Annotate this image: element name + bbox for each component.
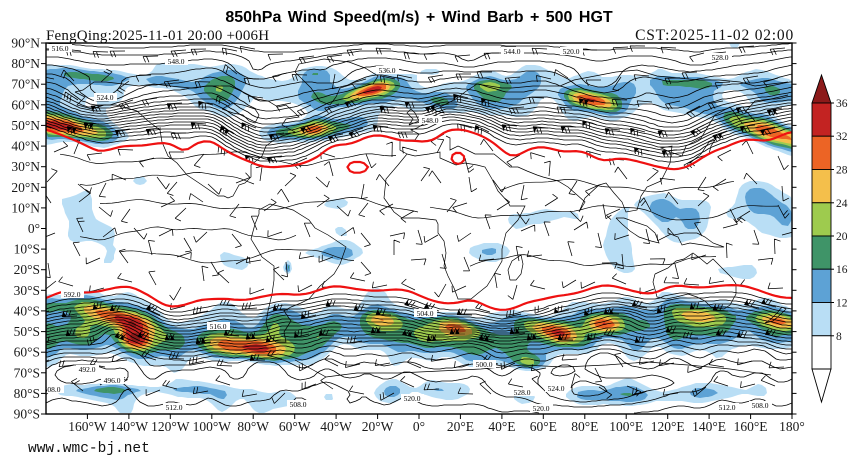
svg-text:548.0: 548.0 bbox=[422, 116, 439, 125]
svg-text:520.0: 520.0 bbox=[404, 394, 421, 403]
svg-text:40°S: 40°S bbox=[14, 303, 40, 318]
svg-text:16: 16 bbox=[836, 264, 848, 276]
svg-text:36: 36 bbox=[836, 98, 848, 110]
svg-text:492.0: 492.0 bbox=[79, 365, 96, 374]
svg-text:120°W: 120°W bbox=[151, 419, 190, 434]
svg-text:140°E: 140°E bbox=[692, 419, 726, 434]
svg-text:508.0: 508.0 bbox=[290, 400, 307, 409]
svg-text:0°: 0° bbox=[413, 419, 425, 434]
svg-text:20°N: 20°N bbox=[11, 180, 40, 195]
svg-text:548.0: 548.0 bbox=[168, 57, 185, 66]
svg-text:24: 24 bbox=[836, 198, 848, 210]
svg-text:90°S: 90°S bbox=[14, 407, 40, 422]
svg-text:40°W: 40°W bbox=[320, 419, 352, 434]
svg-text:50°S: 50°S bbox=[14, 324, 40, 339]
svg-text:40°N: 40°N bbox=[11, 139, 40, 154]
svg-text:80°E: 80°E bbox=[571, 419, 598, 434]
svg-text:60°S: 60°S bbox=[14, 345, 40, 360]
svg-text:80°W: 80°W bbox=[237, 419, 269, 434]
svg-text:40°E: 40°E bbox=[488, 419, 515, 434]
svg-text:32: 32 bbox=[836, 131, 848, 143]
svg-text:80°S: 80°S bbox=[14, 386, 40, 401]
svg-text:0°: 0° bbox=[28, 221, 40, 236]
svg-text:70°S: 70°S bbox=[14, 365, 40, 380]
svg-text:180°: 180° bbox=[779, 419, 805, 434]
svg-text:536.0: 536.0 bbox=[379, 66, 396, 75]
svg-text:70°N: 70°N bbox=[11, 77, 40, 92]
svg-text:850hPa Wind Speed(m/s) + Wind: 850hPa Wind Speed(m/s) + Wind Barb + 500… bbox=[225, 9, 613, 26]
svg-text:512.0: 512.0 bbox=[719, 403, 736, 412]
svg-text:CST:2025-11-02 02:00: CST:2025-11-02 02:00 bbox=[635, 27, 794, 44]
svg-text:20°S: 20°S bbox=[14, 262, 40, 277]
svg-text:30°S: 30°S bbox=[14, 283, 40, 298]
svg-text:592.0: 592.0 bbox=[64, 290, 81, 299]
svg-text:100°E: 100°E bbox=[609, 419, 643, 434]
svg-text:508.0: 508.0 bbox=[44, 385, 61, 394]
svg-text:28: 28 bbox=[836, 165, 848, 177]
svg-text:524.0: 524.0 bbox=[97, 93, 114, 102]
svg-text:524.0: 524.0 bbox=[548, 384, 565, 393]
svg-text:60°E: 60°E bbox=[530, 419, 557, 434]
svg-text:528.0: 528.0 bbox=[712, 53, 729, 62]
svg-text:520.0: 520.0 bbox=[533, 404, 550, 413]
svg-text:50°N: 50°N bbox=[11, 118, 40, 133]
svg-text:www.wmc-bj.net: www.wmc-bj.net bbox=[28, 441, 150, 457]
svg-text:512.0: 512.0 bbox=[166, 403, 183, 412]
svg-text:544.0: 544.0 bbox=[504, 47, 521, 56]
svg-text:90°N: 90°N bbox=[11, 36, 40, 51]
svg-text:30°N: 30°N bbox=[11, 159, 40, 174]
svg-text:516.0: 516.0 bbox=[210, 322, 227, 331]
svg-text:80°N: 80°N bbox=[11, 56, 40, 71]
svg-text:140°W: 140°W bbox=[110, 419, 149, 434]
svg-text:528.0: 528.0 bbox=[514, 388, 531, 397]
svg-text:12: 12 bbox=[836, 298, 848, 310]
svg-text:496.0: 496.0 bbox=[104, 376, 121, 385]
svg-text:508.0: 508.0 bbox=[752, 401, 769, 410]
svg-text:10°N: 10°N bbox=[11, 200, 40, 215]
svg-text:120°E: 120°E bbox=[651, 419, 685, 434]
svg-text:FengQing:2025-11-01 20:00 +006: FengQing:2025-11-01 20:00 +006H bbox=[46, 28, 269, 44]
svg-text:60°N: 60°N bbox=[11, 97, 40, 112]
svg-text:20: 20 bbox=[836, 231, 848, 243]
svg-text:8: 8 bbox=[836, 331, 842, 343]
svg-text:100°W: 100°W bbox=[193, 419, 232, 434]
svg-text:520.0: 520.0 bbox=[563, 47, 580, 56]
svg-text:516.0: 516.0 bbox=[52, 44, 69, 53]
svg-text:504.0: 504.0 bbox=[417, 309, 434, 318]
svg-text:160°W: 160°W bbox=[68, 419, 107, 434]
svg-text:20°W: 20°W bbox=[362, 419, 394, 434]
svg-text:60°W: 60°W bbox=[279, 419, 311, 434]
svg-text:500.0: 500.0 bbox=[476, 360, 493, 369]
svg-text:20°E: 20°E bbox=[447, 419, 474, 434]
svg-text:10°S: 10°S bbox=[14, 242, 40, 257]
svg-text:160°E: 160°E bbox=[734, 419, 768, 434]
